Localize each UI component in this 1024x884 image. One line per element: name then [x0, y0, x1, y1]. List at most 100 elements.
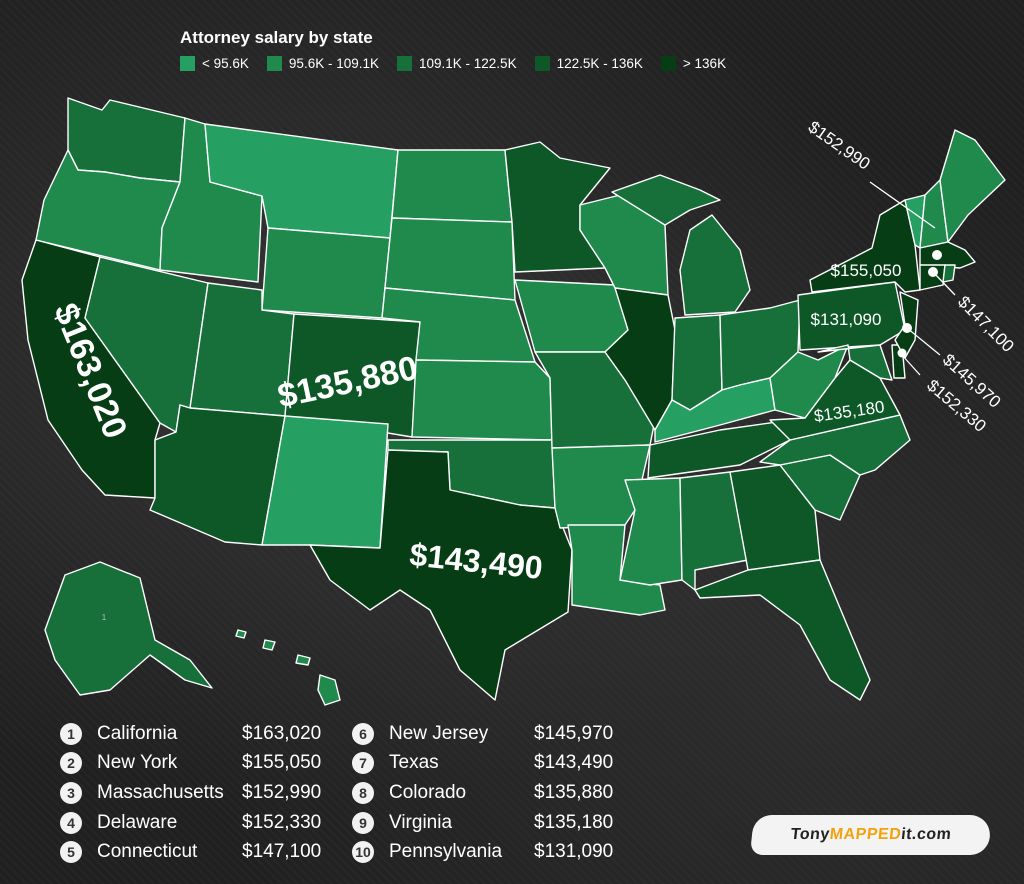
legend-swatch — [534, 56, 550, 71]
state-michigan — [679, 214, 751, 316]
rank-state: California — [97, 722, 178, 744]
rank-number: 10 — [352, 841, 374, 864]
legend-label: < 95.6K — [202, 56, 249, 71]
state-wyoming — [261, 227, 391, 319]
rank-state: Delaware — [97, 811, 178, 833]
rank-state: Pennsylvania — [389, 841, 503, 863]
state-massachusetts — [919, 241, 976, 269]
label-pennsylvania: $131,090 — [811, 310, 882, 329]
state-iowa — [514, 279, 629, 353]
state-michigan-upper — [611, 174, 721, 226]
state-washington — [67, 97, 186, 183]
state-maryland — [817, 344, 893, 381]
brand-highlight: MAPPED — [828, 826, 903, 843]
state-mississippi — [619, 477, 683, 586]
state-georgia — [729, 464, 821, 571]
leader-new-jersey — [906, 327, 941, 356]
brand-prefix: Tony — [789, 826, 831, 843]
rank-salary: $143,490 — [534, 752, 614, 774]
ranking-list: 1 California $163,020 2 New York $155,05… — [60, 719, 660, 867]
rank-number: 7 — [352, 752, 374, 775]
legend-swatch — [660, 56, 676, 71]
ranking-column-2: 6 New Jersey $145,970 7 Texas $143,490 8… — [352, 719, 660, 867]
rank-number: 8 — [352, 781, 374, 804]
rank-state: New York — [97, 752, 178, 774]
rank-number: 1 — [60, 722, 82, 745]
list-item: 9 Virginia $135,180 — [352, 808, 660, 838]
leader-delaware — [901, 354, 921, 376]
rank-number: 9 — [352, 811, 374, 834]
list-item: 4 Delaware $152,330 — [60, 808, 360, 838]
legend-swatch — [266, 56, 282, 71]
rank-salary: $135,180 — [534, 811, 614, 833]
state-kentucky — [654, 377, 776, 443]
label-new-york: $155,050 — [831, 261, 902, 280]
marker-massachusetts — [932, 250, 942, 260]
label-massachusetts: $152,990 — [805, 117, 874, 173]
state-kansas — [411, 359, 553, 441]
legend-label: 95.6K - 109.1K — [288, 56, 379, 71]
rank-state: Virginia — [389, 811, 453, 833]
state-new-mexico — [261, 415, 389, 549]
leader-lines — [869, 181, 956, 376]
rank-salary: $152,330 — [242, 811, 322, 833]
legend-title: Attorney salary by state — [180, 28, 373, 47]
label-connecticut: $147,100 — [954, 292, 1018, 356]
list-item: 8 Colorado $135,880 — [352, 778, 660, 808]
legend-items: < 95.6K 95.6K - 109.1K 109.1K - 122.5K 1… — [180, 56, 726, 71]
rank-salary: $135,880 — [534, 781, 614, 803]
rank-number: 6 — [352, 722, 374, 745]
rank-salary: $163,020 — [242, 722, 322, 744]
legend-item-1: < 95.6K — [180, 56, 249, 71]
label-alaska-marker: 1 — [102, 613, 107, 622]
list-item: 5 Connecticut $147,100 — [60, 837, 360, 867]
ranking-column-1: 1 California $163,020 2 New York $155,05… — [60, 719, 360, 867]
rank-salary: $152,990 — [242, 781, 322, 803]
legend-swatch — [180, 56, 195, 71]
rank-salary: $131,090 — [534, 841, 614, 863]
rank-state: New Jersey — [389, 722, 489, 744]
list-item: 7 Texas $143,490 — [352, 749, 660, 779]
list-item: 10 Pennsylvania $131,090 — [352, 837, 660, 867]
brand-logo: Tony MAPPED it.com — [749, 815, 993, 855]
state-rhode-island — [942, 264, 956, 283]
leader-connecticut — [932, 271, 956, 296]
legend-item-5: > 136K — [660, 56, 727, 71]
state-west-virginia — [769, 344, 849, 419]
marker-delaware — [897, 348, 907, 358]
legend-item-3: 109.1K - 122.5K — [397, 56, 517, 71]
state-maine — [939, 129, 1006, 243]
state-north-dakota — [391, 149, 513, 223]
legend-item-2: 95.6K - 109.1K — [266, 56, 379, 71]
state-hawaii-oahu — [262, 639, 276, 651]
markers — [897, 250, 942, 358]
state-louisiana — [567, 524, 666, 616]
list-item: 1 California $163,020 — [60, 719, 360, 749]
list-item: 3 Massachusetts $152,990 — [60, 778, 360, 808]
state-north-carolina — [759, 414, 911, 476]
rank-salary: $155,050 — [242, 752, 322, 774]
rank-state: Colorado — [389, 781, 467, 803]
leader-massachusetts — [869, 181, 936, 229]
rank-salary: $145,970 — [534, 722, 614, 744]
rank-number: 3 — [60, 781, 82, 804]
legend: Attorney salary by state < 95.6K 95.6K -… — [180, 28, 726, 71]
legend-item-4: 122.5K - 136K — [534, 56, 643, 71]
rank-salary: $147,100 — [242, 841, 322, 863]
state-connecticut — [919, 264, 946, 291]
state-south-dakota — [384, 217, 516, 301]
state-hawaii — [317, 674, 341, 706]
list-item: 6 New Jersey $145,970 — [352, 719, 660, 749]
rank-number: 4 — [60, 811, 82, 834]
legend-label: 109.1K - 122.5K — [419, 56, 517, 71]
rank-number: 2 — [60, 752, 82, 775]
rank-state: Connecticut — [97, 841, 198, 863]
state-hawaii-maui — [295, 654, 311, 666]
rank-state: Texas — [389, 752, 439, 774]
legend-label: > 136K — [682, 56, 727, 71]
state-florida — [694, 559, 871, 701]
state-texas — [309, 449, 573, 701]
list-item: 2 New York $155,050 — [60, 749, 360, 779]
state-hawaii-kauai — [235, 629, 247, 639]
